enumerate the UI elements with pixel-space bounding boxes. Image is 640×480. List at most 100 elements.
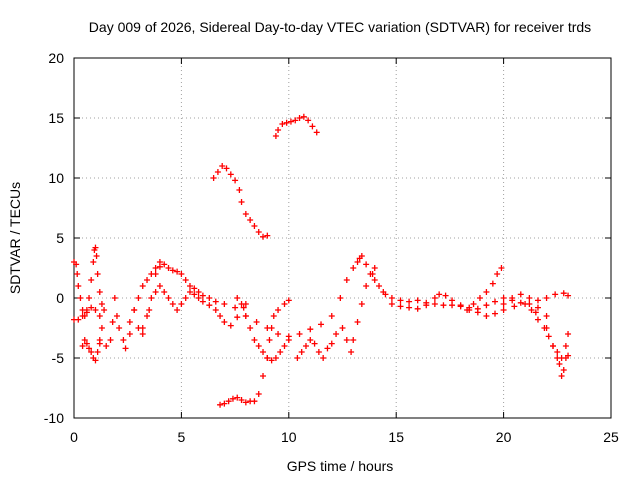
data-point	[174, 307, 181, 313]
data-point	[562, 343, 569, 349]
data-point	[550, 343, 557, 349]
data-point	[232, 304, 239, 311]
data-point	[328, 340, 335, 347]
data-point	[238, 301, 245, 307]
data-point	[268, 325, 275, 331]
data-point	[337, 295, 344, 301]
data-point	[96, 313, 103, 319]
data-point	[139, 283, 146, 289]
x-tick-label: 25	[603, 429, 619, 445]
data-point	[275, 127, 282, 133]
data-point	[144, 277, 151, 283]
data-point	[298, 349, 305, 355]
data-point	[88, 277, 95, 283]
data-point	[234, 394, 241, 401]
series-track-k	[294, 265, 378, 361]
data-point	[195, 289, 202, 295]
data-point	[309, 123, 316, 130]
data-point	[483, 302, 490, 309]
data-point	[476, 295, 483, 301]
data-point	[369, 271, 376, 277]
data-point	[199, 298, 206, 305]
data-point	[165, 265, 172, 271]
data-point	[107, 337, 114, 343]
data-point	[148, 295, 155, 301]
data-point	[281, 343, 288, 349]
data-point	[92, 244, 99, 251]
data-point	[79, 343, 86, 349]
y-tick-label: 10	[48, 170, 64, 186]
data-point	[281, 301, 288, 307]
series-track-l	[356, 255, 550, 319]
data-point	[75, 316, 82, 323]
data-point	[109, 319, 116, 325]
data-point	[251, 223, 258, 229]
data-point	[75, 283, 82, 289]
data-point	[333, 331, 340, 337]
data-point	[77, 295, 84, 301]
data-point	[449, 297, 456, 304]
data-point	[296, 331, 303, 337]
data-point	[397, 303, 404, 310]
data-point	[474, 309, 481, 316]
data-point	[260, 233, 267, 240]
data-point	[83, 309, 90, 316]
data-point	[268, 357, 275, 364]
data-point	[212, 307, 219, 313]
data-point	[247, 217, 254, 223]
data-point	[253, 319, 260, 325]
data-point	[350, 265, 357, 271]
data-point	[528, 307, 535, 313]
data-point	[255, 391, 262, 397]
data-point	[152, 289, 159, 295]
data-point	[217, 401, 224, 408]
data-point	[498, 265, 505, 271]
data-point	[511, 303, 518, 310]
data-point	[178, 301, 185, 307]
data-point	[221, 301, 228, 307]
data-point	[96, 340, 103, 347]
data-point	[199, 292, 206, 299]
data-point	[442, 292, 449, 299]
series-track-m	[371, 277, 572, 379]
data-point	[457, 302, 464, 309]
data-point	[234, 314, 241, 321]
data-point	[350, 337, 357, 343]
data-point	[81, 337, 88, 343]
data-point	[152, 265, 159, 271]
data-point	[311, 340, 318, 347]
data-point	[315, 349, 322, 355]
data-point	[98, 301, 105, 307]
data-point	[111, 295, 118, 301]
data-point	[242, 313, 249, 319]
data-point	[565, 331, 572, 337]
series-track-d	[96, 259, 163, 352]
data-point	[174, 268, 181, 275]
data-point	[101, 307, 108, 313]
data-point	[436, 291, 443, 298]
series-track-a	[71, 244, 108, 319]
data-point	[88, 304, 95, 311]
data-point	[242, 211, 249, 217]
data-point	[88, 349, 95, 355]
data-point	[255, 229, 262, 235]
data-point	[517, 291, 524, 298]
data-point	[90, 259, 97, 265]
data-point	[122, 345, 129, 352]
data-point	[532, 309, 539, 316]
data-point	[339, 325, 346, 331]
data-point	[126, 319, 133, 325]
data-point	[277, 349, 284, 355]
chart-title: Day 009 of 2026, Sidereal Day-to-day VTE…	[89, 19, 591, 35]
data-point	[560, 367, 567, 373]
data-point	[363, 283, 370, 289]
data-point	[534, 316, 541, 323]
series-track-j	[217, 297, 292, 408]
data-point	[294, 355, 301, 361]
data-point	[292, 117, 299, 124]
data-point	[492, 298, 499, 305]
data-point	[191, 291, 198, 298]
data-point	[354, 259, 361, 265]
data-point	[272, 355, 279, 361]
data-point	[464, 307, 471, 313]
